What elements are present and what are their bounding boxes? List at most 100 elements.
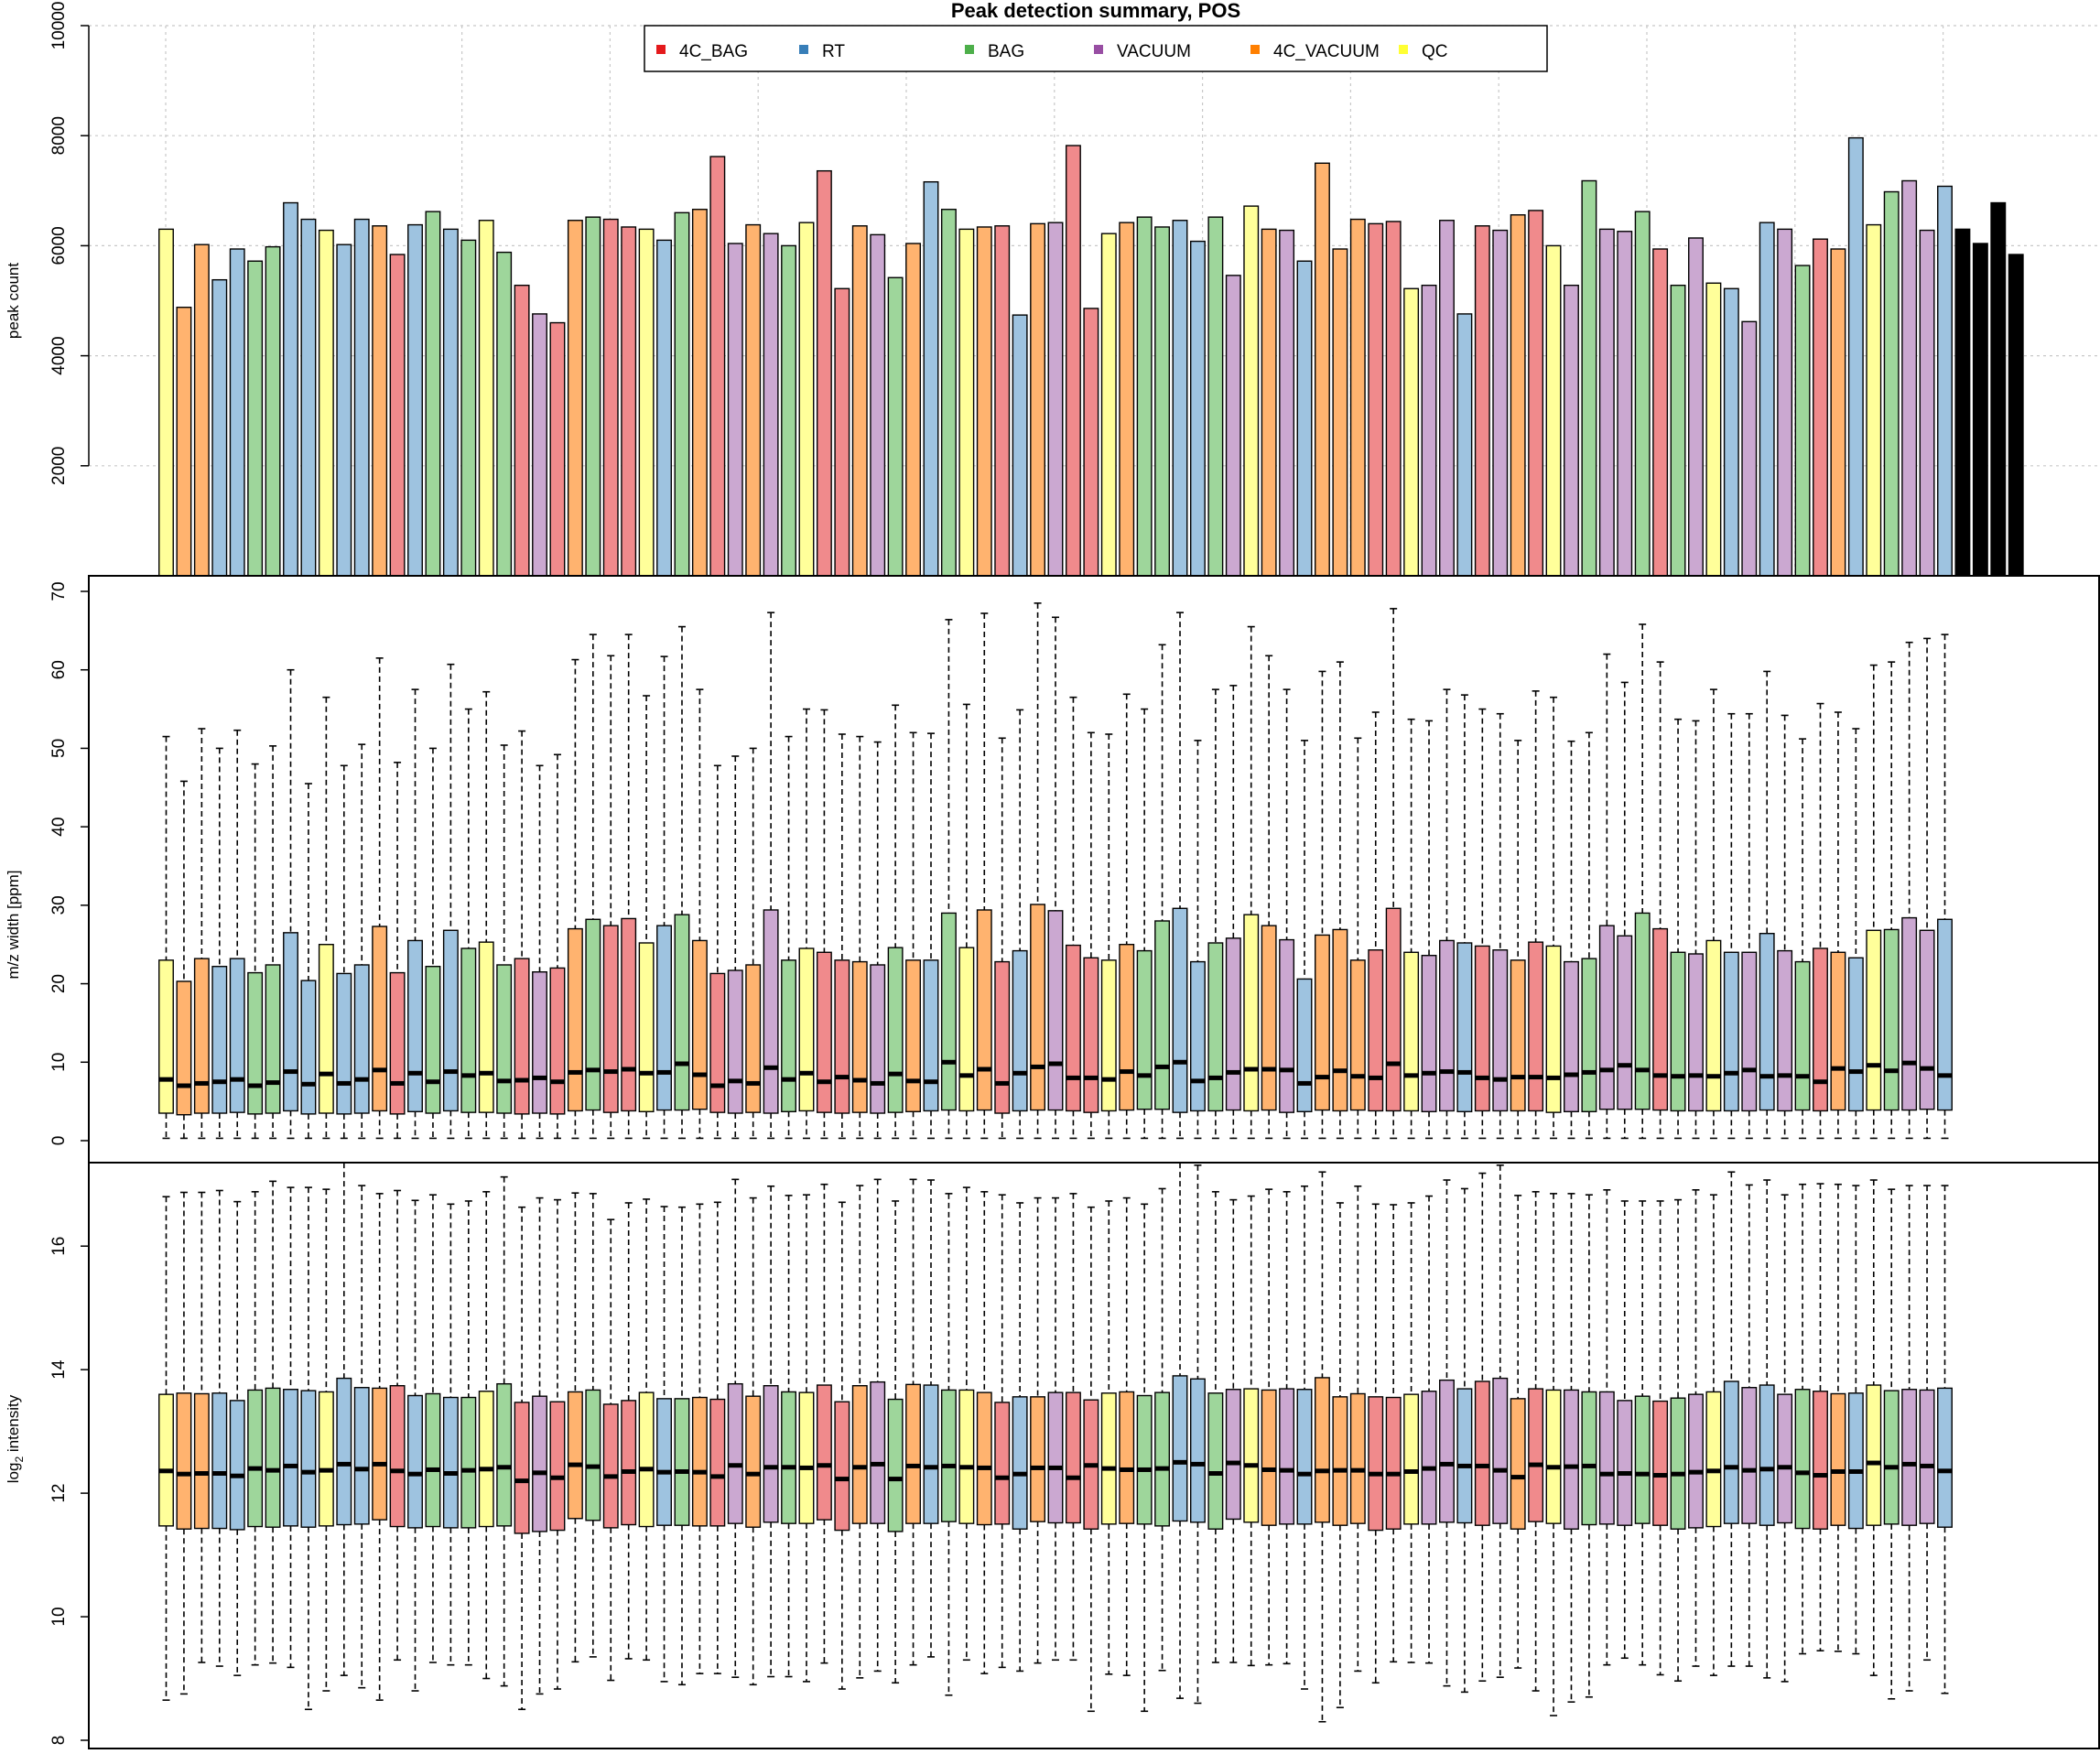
box (1723, 1380, 1739, 1524)
box (1510, 1398, 1526, 1530)
box (407, 1394, 423, 1529)
box (1456, 1388, 1473, 1524)
bar (247, 260, 264, 577)
box (496, 964, 513, 1114)
bar (816, 169, 832, 577)
box (958, 947, 975, 1112)
box (851, 1385, 868, 1524)
box (1207, 942, 1224, 1112)
bar (1759, 222, 1775, 577)
y-tick-label: 70 (49, 581, 69, 601)
chart-title: Peak detection summary, POS (951, 0, 1240, 22)
legend-label: BAG (988, 42, 1024, 61)
bar (1474, 225, 1490, 577)
box (1385, 1396, 1402, 1530)
box (1349, 1392, 1366, 1524)
bar (1598, 228, 1615, 577)
y-axis-label: peak count (5, 263, 22, 339)
box (1598, 925, 1615, 1110)
box (300, 1390, 317, 1528)
box (1901, 1389, 1918, 1526)
box (674, 1398, 690, 1526)
bar (407, 223, 423, 577)
bar (1883, 190, 1900, 577)
bar (1083, 308, 1099, 577)
box (1813, 1391, 1828, 1530)
bar (1777, 228, 1793, 577)
box (602, 1403, 619, 1529)
box (1634, 912, 1651, 1110)
bar (1456, 313, 1473, 577)
box (460, 947, 477, 1113)
bar (1617, 231, 1633, 577)
bar (1545, 244, 1562, 577)
box (1564, 960, 1579, 1112)
box (1777, 949, 1793, 1112)
box (1581, 958, 1597, 1112)
y-tick-label: 16 (49, 1237, 69, 1256)
box (1617, 935, 1633, 1110)
bar (229, 248, 245, 577)
box (1883, 1390, 1900, 1525)
y-tick-label: 10 (49, 1607, 69, 1626)
box (940, 1389, 957, 1522)
y-tick-label: 10 (49, 1053, 69, 1072)
box (211, 966, 228, 1114)
bar (905, 243, 922, 577)
box (994, 1402, 1011, 1525)
bar (442, 228, 459, 577)
box (1919, 929, 1935, 1110)
bar (300, 218, 317, 577)
y-tick-label: 4000 (49, 336, 69, 374)
box (638, 942, 655, 1112)
box (1456, 942, 1473, 1112)
box (1670, 951, 1686, 1112)
box (1794, 960, 1811, 1111)
bar (1528, 210, 1544, 577)
box (1901, 916, 1918, 1111)
bar (1564, 284, 1579, 577)
y-tick-label: 40 (49, 817, 69, 837)
peak-count-panel: 2000 4000 6000 8000 10000 peak count (5, 2, 2024, 577)
bar (336, 244, 352, 577)
box (691, 1396, 708, 1527)
box (1545, 1389, 1562, 1524)
box (1012, 949, 1028, 1112)
box (1866, 929, 1882, 1111)
y-tick-label: 8000 (49, 116, 69, 155)
bar (834, 287, 850, 577)
box (1492, 949, 1509, 1112)
box (834, 1401, 850, 1532)
box (1279, 938, 1295, 1113)
bar (638, 228, 655, 577)
box (1492, 1377, 1509, 1524)
box (1368, 1396, 1384, 1532)
bar (158, 228, 174, 577)
box (781, 1391, 796, 1524)
bar (1439, 220, 1455, 577)
box (336, 972, 352, 1115)
bar (691, 209, 708, 577)
box (1279, 1388, 1295, 1525)
legend-label: RT (822, 42, 845, 61)
bar (1901, 179, 1918, 577)
box (1225, 1389, 1241, 1521)
bar (1030, 222, 1046, 577)
box (1100, 959, 1117, 1112)
box (1510, 959, 1526, 1112)
box (1349, 959, 1366, 1111)
bar (621, 226, 637, 577)
bar (1634, 211, 1651, 577)
box (709, 972, 726, 1113)
box (816, 1384, 832, 1521)
box (763, 1385, 779, 1523)
log2-intensity-panel: 8 10 12 14 16 log2 intensity (5, 1162, 1953, 1745)
legend-swatch (799, 45, 808, 54)
box (229, 958, 245, 1113)
box (1296, 1389, 1313, 1525)
box (478, 941, 494, 1113)
bar (372, 225, 388, 577)
y-axis-label: log2 intensity (5, 1394, 26, 1483)
bar (1741, 320, 1758, 577)
